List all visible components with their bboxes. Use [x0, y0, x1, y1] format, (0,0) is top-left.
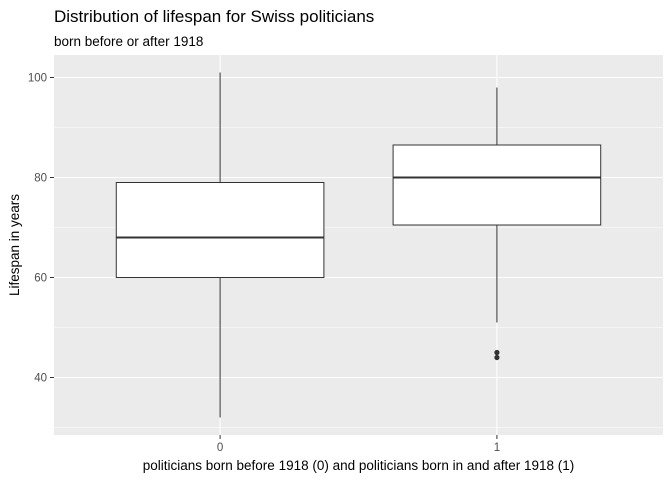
y-axis: 40 60 80 100: [28, 73, 54, 385]
boxes: [115, 72, 602, 418]
x-tick-label: 0: [217, 442, 223, 454]
box-group: [115, 72, 325, 418]
y-tick-label: 40: [34, 373, 47, 385]
y-tick-label: 60: [34, 273, 47, 285]
x-axis-title: politicians born before 1918 (0) and pol…: [143, 458, 575, 473]
y-tick-label: 80: [34, 173, 47, 185]
chart-title: Distribution of lifespan for Swiss polit…: [54, 7, 374, 26]
y-tick-label: 100: [28, 73, 47, 85]
chart-subtitle: born before or after 1918: [54, 34, 203, 49]
x-tick-label: 1: [494, 442, 500, 454]
outlier-point: [494, 349, 500, 356]
box-iqr: [392, 144, 602, 226]
box-iqr: [115, 182, 325, 278]
y-axis-title: Lifespan in years: [7, 194, 22, 296]
box-group: [392, 87, 602, 361]
outlier-point: [494, 354, 500, 361]
